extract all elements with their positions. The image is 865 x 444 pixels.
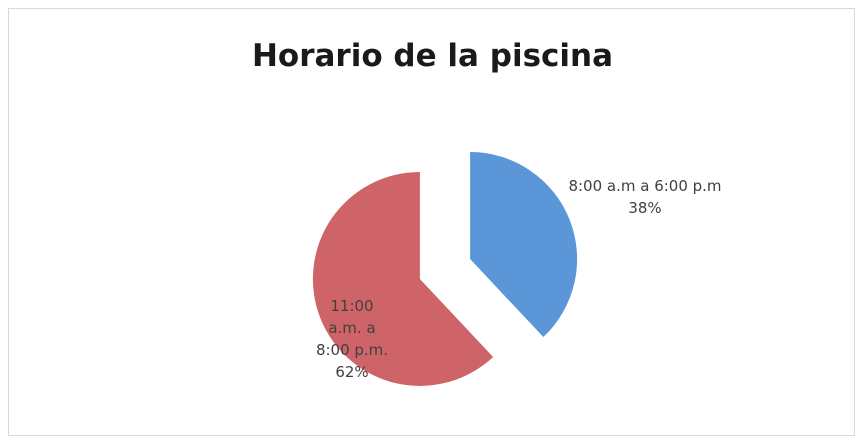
pie-slice (312, 171, 494, 386)
data-label-value: 62% (335, 363, 369, 381)
data-label-value: 38% (628, 199, 662, 217)
data-label: 8:00 a.m a 6:00 p.m 38% (560, 175, 730, 219)
data-label-name: 8:00 a.m a 6:00 p.m (568, 177, 722, 195)
pie-slice (470, 152, 578, 338)
chart-title: Horario de la piscina (251, 38, 614, 74)
data-label: 11:00 a.m. a 8:00 p.m. 62% (312, 295, 392, 383)
data-label-name: 11:00 a.m. a 8:00 p.m. (315, 297, 389, 359)
